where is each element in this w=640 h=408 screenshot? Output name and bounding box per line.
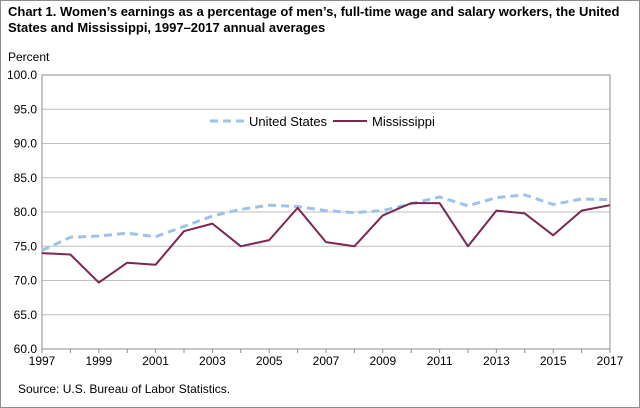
x-tick-label: 2001 — [142, 354, 169, 368]
x-tick-label: 2005 — [256, 354, 283, 368]
y-tick-label: 95.0 — [14, 102, 38, 116]
x-tick-label: 2015 — [540, 354, 567, 368]
y-tick-label: 60.0 — [14, 342, 38, 356]
x-tick-label: 2013 — [483, 354, 510, 368]
legend-label: Mississippi — [372, 114, 435, 129]
y-tick-label: 100.0 — [7, 68, 37, 82]
y-tick-label: 75.0 — [14, 239, 38, 253]
series-line-united-states — [41, 193, 611, 252]
series-line-mississippi — [41, 202, 611, 284]
y-axis-label: Percent — [8, 50, 50, 64]
y-tick-label: 70.0 — [14, 274, 38, 288]
x-tick-label: 2009 — [369, 354, 396, 368]
x-tick-label: 1997 — [29, 354, 56, 368]
x-tick-label: 1999 — [85, 354, 112, 368]
y-tick-label: 90.0 — [14, 137, 38, 151]
y-tick-label: 85.0 — [14, 171, 38, 185]
y-tick-label: 65.0 — [14, 308, 38, 322]
x-tick-label: 2003 — [199, 354, 226, 368]
y-tick-label: 80.0 — [14, 205, 38, 219]
x-tick-label: 2011 — [427, 354, 453, 368]
source-note: Source: U.S. Bureau of Labor Statistics. — [18, 382, 231, 396]
chart-title: Chart 1. Women’s earnings as a percentag… — [8, 4, 620, 35]
x-tick-label: 2007 — [313, 354, 340, 368]
legend-label: United States — [249, 114, 328, 129]
x-tick-label: 2017 — [597, 354, 624, 368]
